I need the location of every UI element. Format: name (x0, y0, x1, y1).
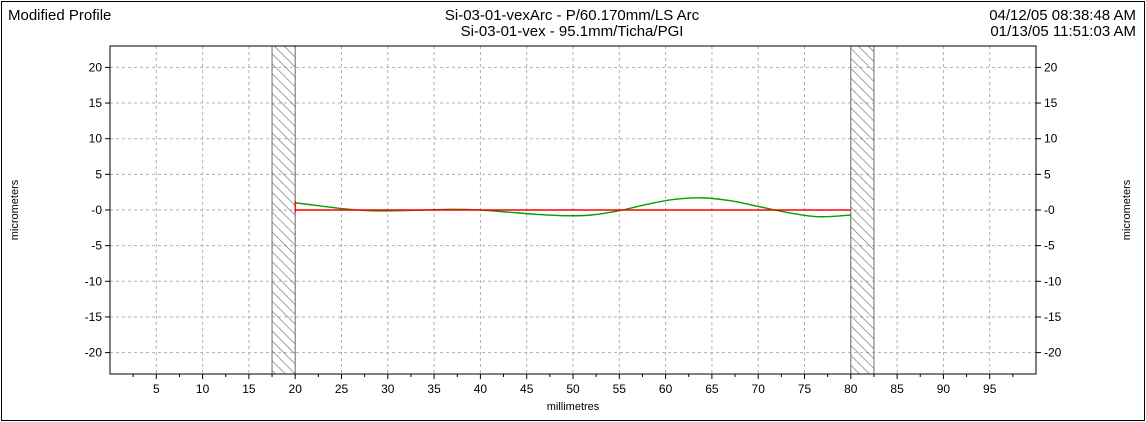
x-tick-label: 10 (196, 382, 210, 396)
x-tick-label: 55 (613, 382, 627, 396)
data-series (294, 197, 851, 218)
profile-name-line-1: Si-03-01-vexArc - P/60.170mm/LS Arc (444, 7, 700, 24)
chart-type-title: Modified Profile (8, 7, 112, 24)
x-tick-label: 40 (474, 382, 488, 396)
x-tick-label: 50 (566, 382, 580, 396)
x-tick-label: 25 (335, 382, 349, 396)
y-tick-label-left: -0 (91, 203, 102, 217)
y-tick-label-left: -15 (85, 310, 103, 324)
excluded-regions (271, 45, 875, 375)
x-axis-label: millimetres (547, 401, 600, 413)
x-tick-label: 95 (983, 382, 997, 396)
y-tick-label-left: -20 (85, 346, 103, 360)
x-tick-label: 5 (153, 382, 160, 396)
y-tick-label-left: 15 (89, 96, 103, 110)
x-tick-label: 60 (659, 382, 673, 396)
y-tick-label-right: 20 (1044, 60, 1058, 74)
x-tick-label: 65 (705, 382, 719, 396)
y-tick-label-right: 10 (1044, 132, 1058, 146)
y-tick-label-right: -5 (1044, 239, 1055, 253)
y-tick-label-right: -10 (1044, 274, 1062, 288)
x-tick-label: 90 (937, 382, 951, 396)
timestamp-line-1: 04/12/05 08:38:48 AM (989, 7, 1136, 24)
y-tick-label-left: 5 (95, 167, 102, 181)
x-tick-label: 70 (752, 382, 766, 396)
y-tick-label-left: -10 (85, 274, 103, 288)
excluded-region (271, 45, 296, 375)
x-tick-label: 80 (844, 382, 858, 396)
y-tick-label-left: -5 (91, 239, 102, 253)
y-axis-label-left: micrometers (9, 179, 21, 240)
y-tick-label-left: 20 (89, 60, 103, 74)
y-tick-label-right: -15 (1044, 310, 1062, 324)
x-tick-label: 35 (427, 382, 441, 396)
x-tick-label: 85 (890, 382, 904, 396)
timestamp-line-2: 01/13/05 11:51:03 AM (990, 23, 1136, 40)
y-tick-label-right: -20 (1044, 346, 1062, 360)
x-tick-label: 15 (242, 382, 256, 396)
profile-line (295, 197, 851, 218)
y-axis-label-right: micrometers (1121, 179, 1133, 240)
excluded-region (850, 45, 875, 375)
y-tick-label-right: 15 (1044, 96, 1058, 110)
profile-name-line-2: Si-03-01-vex - 95.1mm/Ticha/PGI (460, 23, 684, 40)
x-tick-label: 20 (289, 382, 303, 396)
x-tick-label: 75 (798, 382, 812, 396)
y-tick-label-left: 10 (89, 132, 103, 146)
y-tick-label-right: -0 (1044, 203, 1055, 217)
x-tick-label: 45 (520, 382, 534, 396)
x-tick-label: 30 (381, 382, 395, 396)
y-tick-label-right: 5 (1044, 167, 1051, 181)
